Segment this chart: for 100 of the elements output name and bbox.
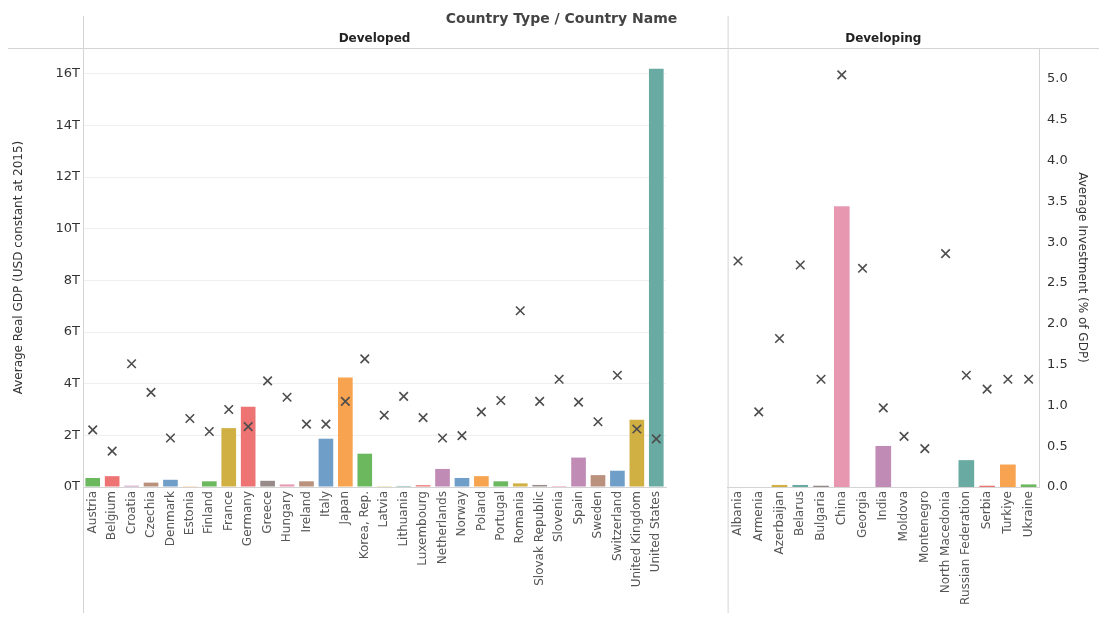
x-tick-label: Greece: [259, 491, 274, 534]
y-tick-label: 10T: [55, 220, 81, 236]
point: [1023, 374, 1034, 385]
point: [592, 416, 604, 427]
y2-tick-label: 4.0: [1047, 151, 1068, 167]
bar: [299, 481, 314, 487]
bar: [771, 484, 788, 487]
point: [836, 69, 847, 80]
point: [515, 305, 526, 316]
x-tick-label: Norway: [454, 491, 469, 537]
point: [612, 370, 623, 381]
point: [534, 396, 545, 407]
y-tick-label: 8T: [63, 271, 81, 287]
y2-tick-label: 0.0: [1047, 478, 1068, 494]
x-tick-label: France: [220, 491, 235, 531]
x-tick-label: Luxembourg: [415, 491, 430, 566]
bar: [1000, 464, 1016, 487]
point: [107, 446, 118, 457]
x-tick-label: Bulgaria: [813, 491, 828, 541]
x-tick-label: Croatia: [123, 491, 138, 535]
point: [651, 433, 662, 444]
x-tick-label: United States: [648, 491, 663, 573]
x-tick-label: Japan: [337, 491, 352, 526]
y2-tick-label: 0.5: [1047, 437, 1068, 453]
x-tick-label: Portugal: [492, 491, 507, 541]
point: [379, 410, 390, 421]
x-tick-label: Spain: [570, 491, 585, 525]
point: [301, 419, 312, 430]
x-tick-label: Lithuania: [395, 491, 410, 547]
point: [126, 358, 137, 369]
y2-tick-label: 1.5: [1047, 355, 1068, 371]
bar: [201, 481, 217, 487]
x-tick-label: Czechia: [143, 491, 158, 538]
x-tick-label: Latvia: [376, 491, 391, 528]
x-tick-label: Turkiye: [999, 491, 1014, 535]
point: [184, 413, 195, 424]
x-tick-label: Georgia: [854, 491, 869, 539]
bar: [318, 438, 334, 487]
x-tick-label: North Macedonia: [937, 491, 952, 594]
point: [282, 392, 293, 403]
point: [753, 406, 764, 417]
bar: [85, 477, 101, 487]
y2-tick-label: 2.0: [1047, 315, 1068, 331]
point: [87, 424, 98, 435]
x-tick-label: Ukraine: [1020, 491, 1035, 538]
bar: [792, 484, 809, 487]
y2-tick-label: 1.0: [1047, 396, 1068, 412]
bar: [1020, 484, 1037, 487]
point: [223, 404, 234, 415]
point: [243, 421, 254, 432]
point: [418, 412, 429, 423]
y-tick-label: 12T: [55, 168, 81, 184]
x-tick-label: Albania: [730, 491, 745, 536]
bar: [163, 479, 178, 487]
bar: [240, 406, 256, 487]
x-tick-label: Netherlands: [434, 491, 449, 565]
point: [398, 391, 409, 402]
point: [982, 384, 993, 395]
point: [919, 443, 930, 454]
x-tick-label: Germany: [240, 491, 255, 547]
point: [878, 402, 889, 413]
x-tick-label: United Kingdom: [628, 491, 643, 588]
bar: [104, 476, 120, 487]
point: [1002, 374, 1013, 385]
x-tick-label: Denmark: [162, 490, 177, 547]
point: [145, 387, 157, 398]
point: [857, 263, 868, 274]
y-tick-label: 2T: [63, 426, 81, 442]
point: [456, 430, 467, 441]
x-tick-label: Italy: [318, 491, 333, 518]
y-tick-label: 14T: [55, 116, 81, 132]
bar: [512, 483, 528, 487]
x-tick-label: Romania: [512, 491, 527, 544]
x-tick-label: Korea, Rep.: [356, 491, 371, 560]
x-tick-label: Armenia: [750, 491, 765, 542]
bar: [435, 468, 450, 487]
point: [340, 396, 351, 407]
point: [262, 375, 273, 386]
bar: [571, 457, 586, 487]
y-tick-label: 0T: [63, 478, 81, 494]
bar: [958, 460, 975, 487]
y2-tick-label: 2.5: [1047, 274, 1068, 290]
point: [961, 370, 972, 381]
bar: [833, 206, 850, 487]
bar: [610, 470, 625, 487]
point: [165, 433, 176, 444]
y2-tick-label: 4.5: [1047, 111, 1068, 127]
x-tick-label: China: [833, 491, 848, 526]
bar: [260, 480, 275, 487]
x-tick-label: Azerbaijan: [771, 491, 786, 555]
x-tick-label: Switzerland: [609, 491, 624, 561]
x-tick-label: Estonia: [182, 491, 197, 536]
point: [899, 431, 910, 442]
point: [573, 397, 584, 408]
bar: [338, 377, 353, 487]
bar: [357, 453, 373, 487]
x-tick-label: Belgium: [104, 491, 119, 541]
bar: [875, 445, 892, 487]
bar: [143, 482, 159, 487]
bar: [474, 476, 489, 487]
